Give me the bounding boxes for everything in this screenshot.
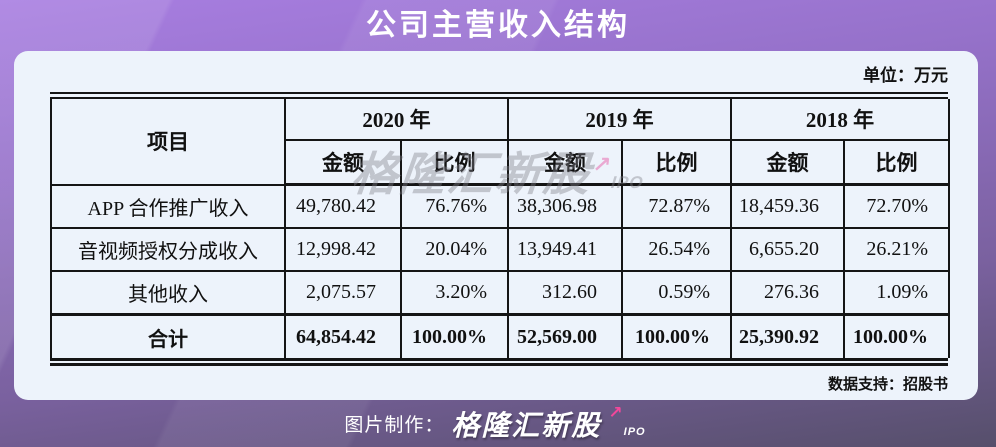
cell-ratio: 3.20%: [400, 270, 509, 316]
row-item-label: 合计: [50, 313, 286, 358]
table-row: 音视频授权分成收入 12,998.42 20.04% 13,949.41 26.…: [50, 227, 950, 272]
footer-brand-logo: 格隆汇新股: [451, 409, 602, 441]
table-row: 其他收入 2,075.57 3.20% 312.60 0.59% 276.36 …: [50, 270, 950, 316]
footer-credit-label: 图片制作：: [344, 415, 445, 436]
column-header-amount-2018: 金额: [730, 139, 845, 186]
column-header-year-2018: 2018 年: [730, 99, 950, 141]
cell-amount: 64,854.42: [284, 313, 402, 358]
column-header-amount-2020: 金额: [284, 139, 402, 186]
row-item-label: APP 合作推广收入: [50, 183, 286, 229]
cell-ratio: 100.00%: [400, 313, 509, 358]
cell-ratio: 26.54%: [621, 227, 732, 272]
header-row-metrics: 金额 比例 金额 比例 金额 比例: [51, 139, 950, 186]
cell-ratio: 76.76%: [400, 183, 509, 229]
row-item-label: 音视频授权分成收入: [50, 227, 286, 272]
cell-ratio: 100.00%: [843, 313, 950, 358]
cell-amount: 49,780.42: [284, 183, 402, 229]
column-header-ratio-2020: 比例: [400, 139, 509, 186]
table-row-total: 合计 64,854.42 100.00% 52,569.00 100.00% 2…: [50, 313, 950, 358]
cell-amount: 25,390.92: [730, 313, 845, 358]
cell-amount: 38,306.98: [507, 183, 623, 229]
cell-amount: 18,459.36: [730, 183, 845, 229]
cell-amount: 312.60: [507, 270, 623, 316]
cell-ratio: 72.70%: [843, 183, 950, 229]
row-item-label: 其他收入: [50, 270, 286, 316]
cell-ratio: 0.59%: [621, 270, 732, 316]
column-header-ratio-2018: 比例: [843, 139, 950, 186]
column-header-year-2020: 2020 年: [284, 99, 509, 141]
footer-trend-arrow-icon: ↗: [608, 402, 623, 422]
data-source-label: 数据支持：招股书: [827, 377, 948, 393]
column-header-ratio-2019: 比例: [621, 139, 732, 186]
unit-label: 单位：万元: [863, 66, 948, 85]
page-title: 公司主营收入结构: [366, 9, 630, 42]
content-card: 单位：万元 项目 2020 年 2019 年 2018 年 金额 比例 金额 比…: [14, 51, 978, 400]
footer-credit-bar: 图片制作： 格隆汇新股 ↗ IPO: [0, 400, 996, 447]
cell-ratio: 72.87%: [621, 183, 732, 229]
cell-amount: 2,075.57: [284, 270, 402, 316]
footer-ipo-label: IPO: [623, 425, 646, 438]
cell-amount: 13,949.41: [507, 227, 623, 272]
revenue-table: 项目 2020 年 2019 年 2018 年 金额 比例 金额 比例 金额 比…: [50, 99, 950, 358]
cell-ratio: 100.00%: [621, 313, 732, 358]
table-row: APP 合作推广收入 49,780.42 76.76% 38,306.98 72…: [50, 183, 950, 229]
cell-ratio: 26.21%: [843, 227, 950, 272]
cell-amount: 52,569.00: [507, 313, 623, 358]
cell-amount: 12,998.42: [284, 227, 402, 272]
cell-amount: 276.36: [730, 270, 845, 316]
header-row-years: 项目 2020 年 2019 年 2018 年: [50, 99, 950, 186]
cell-ratio: 20.04%: [400, 227, 509, 272]
column-header-year-2019: 2019 年: [507, 99, 732, 141]
column-header-item: 项目: [50, 99, 286, 186]
column-header-amount-2019: 金额: [507, 139, 623, 186]
cell-ratio: 1.09%: [843, 270, 950, 316]
revenue-table-frame: 项目 2020 年 2019 年 2018 年 金额 比例 金额 比例 金额 比…: [50, 92, 950, 366]
cell-amount: 6,655.20: [730, 227, 845, 272]
